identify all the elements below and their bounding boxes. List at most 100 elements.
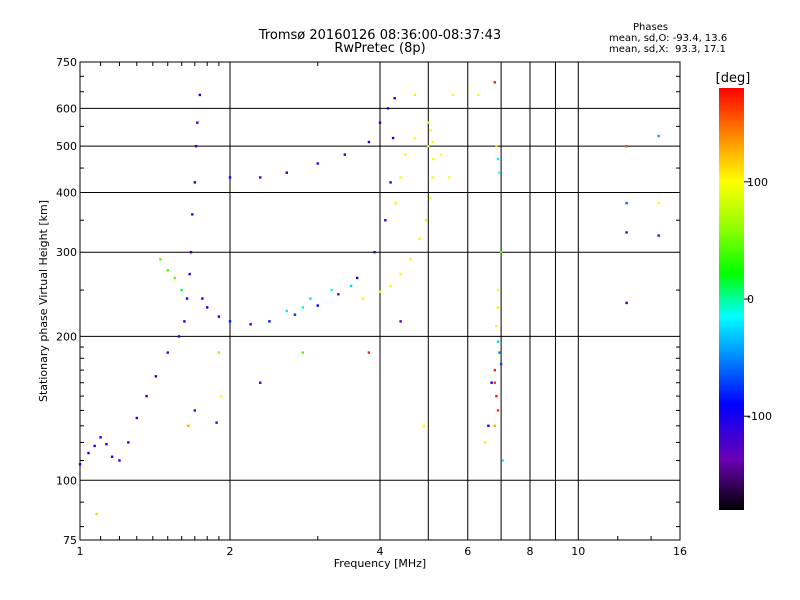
echo-point: [110, 455, 114, 458]
echo-point: [501, 459, 504, 462]
plot-grid: [80, 62, 680, 540]
echo-point: [99, 436, 102, 439]
echo-point: [337, 293, 340, 296]
echo-point: [228, 176, 232, 179]
echo-point: [361, 297, 365, 300]
echo-point: [399, 176, 402, 179]
echo-point: [205, 306, 209, 309]
echo-point: [451, 93, 455, 97]
echo-point: [201, 297, 204, 300]
echo-point: [316, 162, 319, 165]
echo-point: [166, 269, 169, 272]
echo-point: [384, 219, 387, 222]
x-tick-label: 8: [527, 545, 534, 558]
echo-point: [483, 441, 487, 444]
echo-point: [217, 315, 221, 318]
echo-point: [493, 81, 497, 84]
echo-point: [293, 313, 297, 316]
echo-point: [188, 272, 191, 276]
echo-point: [330, 288, 333, 292]
echo-point: [259, 381, 262, 384]
chart-title: Tromsø 20160126 08:36:00-08:37:43: [258, 28, 502, 43]
echo-point: [439, 153, 443, 156]
echo-point: [228, 320, 232, 323]
echo-point: [135, 416, 138, 420]
y-axis-label: Stationary phase Virtual Height [km]: [37, 200, 50, 402]
echo-point: [118, 459, 121, 462]
echo-point: [427, 144, 430, 148]
echo-point: [127, 441, 130, 444]
echo-point: [496, 409, 500, 412]
echo-point: [78, 463, 82, 466]
echo-point: [215, 421, 218, 424]
x-tick-label: 16: [673, 545, 687, 558]
colorbar: [719, 88, 744, 510]
echo-point: [309, 297, 312, 300]
echo-point: [495, 144, 498, 148]
echo-point: [496, 306, 500, 309]
echo-point: [490, 381, 493, 384]
phase-stats-x-mode: mean, sd,X: 93.3, 17.1: [609, 44, 726, 55]
echo-point: [316, 304, 319, 307]
echo-point: [355, 276, 359, 280]
echo-point: [404, 153, 407, 156]
echo-point: [495, 325, 498, 328]
echo-point: [413, 93, 417, 97]
y-tick-label: 100: [56, 474, 77, 487]
echo-point: [180, 288, 183, 292]
colorbar-tick-label: 100: [747, 176, 768, 189]
echo-point: [493, 368, 497, 372]
echo-point: [95, 512, 98, 516]
x-tick-label: 10: [571, 545, 585, 558]
echo-point: [193, 181, 197, 184]
phase-stats-heading: Phases: [633, 22, 669, 33]
echo-point: [625, 231, 628, 234]
echo-point: [386, 107, 390, 110]
x-tick-label: 4: [377, 545, 384, 558]
echo-point: [145, 394, 148, 398]
y-tick-label: 200: [56, 330, 77, 343]
y-tick-label: 500: [56, 140, 77, 153]
echo-point: [391, 136, 395, 140]
echo-point: [394, 201, 397, 205]
y-tick-label: 400: [56, 186, 77, 199]
echo-point: [217, 351, 221, 354]
echo-point: [657, 134, 660, 138]
colorbar-ticks: 100 0 -100: [744, 176, 772, 423]
echo-point: [301, 351, 305, 354]
echo-point: [657, 234, 660, 237]
echo-point: [285, 171, 288, 174]
echo-point: [196, 121, 199, 124]
echo-point: [185, 297, 189, 300]
phase-stats-o-mode: mean, sd,O: -93.4, 13.6: [609, 33, 728, 44]
echo-point: [498, 351, 501, 354]
echo-point: [159, 258, 162, 261]
echo-point: [409, 258, 412, 261]
echo-point: [499, 362, 503, 366]
echo-point: [499, 251, 503, 254]
x-tick-label: 1: [77, 545, 84, 558]
echo-point: [373, 251, 376, 254]
echo-point: [105, 442, 108, 446]
chart-subtitle: RwPretec (8p): [334, 41, 426, 56]
echo-point: [301, 306, 305, 309]
echo-point: [447, 176, 451, 179]
echo-point: [495, 394, 498, 398]
echo-point: [367, 351, 371, 354]
echo-point: [424, 219, 428, 222]
echo-point: [187, 424, 190, 428]
echo-point: [193, 409, 197, 412]
echo-point: [93, 444, 96, 448]
echo-point: [413, 136, 417, 140]
echo-point: [487, 424, 490, 428]
echo-point: [399, 320, 402, 323]
echo-point: [625, 201, 628, 205]
colorbar-label: [deg]: [716, 71, 751, 86]
echo-point: [378, 290, 382, 293]
echo-point: [87, 451, 90, 455]
echo-point: [191, 213, 194, 216]
echo-point: [393, 96, 396, 100]
echo-point: [389, 181, 392, 184]
echo-point: [189, 251, 193, 254]
